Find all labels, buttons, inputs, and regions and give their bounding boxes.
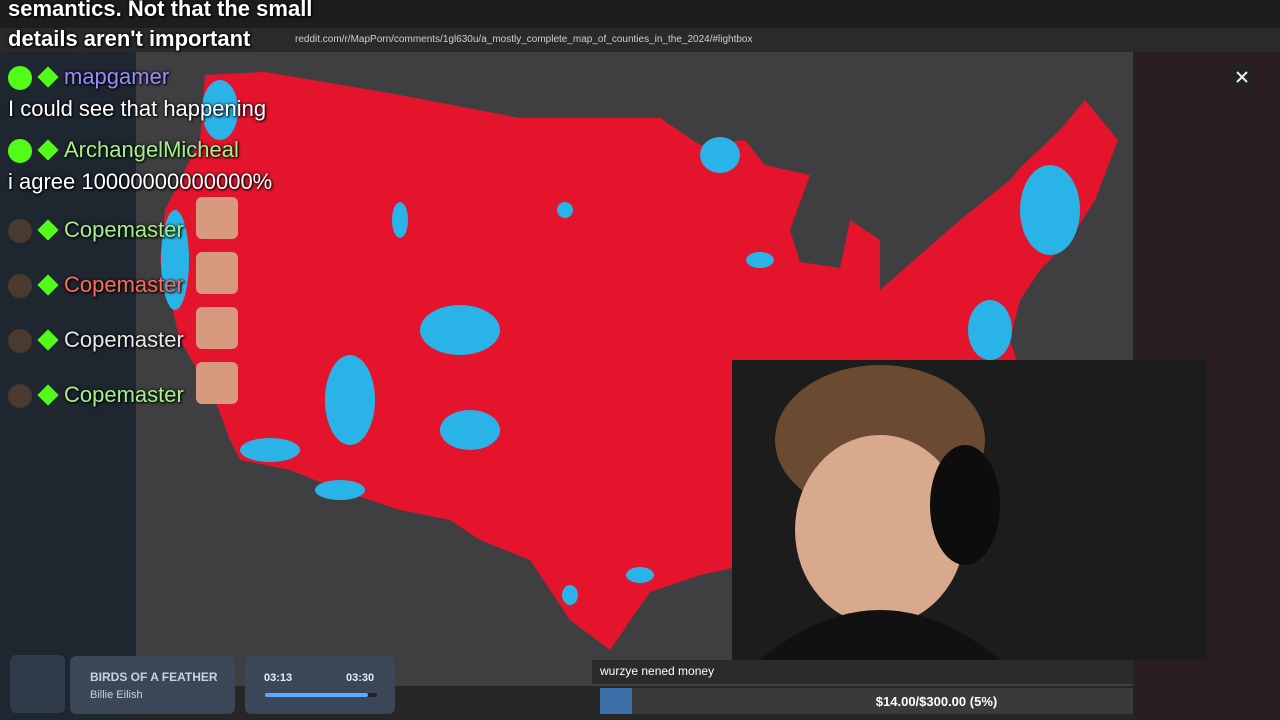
avatar xyxy=(8,274,32,298)
music-widget: BIRDS OF A FEATHER Billie Eilish xyxy=(70,656,235,714)
goal-bar: $14.00/$300.00 (5%) xyxy=(600,688,1133,714)
album-art xyxy=(10,655,65,713)
close-icon xyxy=(1236,71,1248,83)
goal-header: wurzye nened money xyxy=(592,660,1133,684)
caption-line: semantics. Not that the small xyxy=(8,0,313,21)
username: Copemaster xyxy=(64,272,184,297)
emote xyxy=(196,307,238,349)
goal-name: wurzye nened money xyxy=(600,664,715,678)
caption-line: details aren't important xyxy=(8,26,251,51)
emote xyxy=(196,252,238,294)
avatar xyxy=(8,384,32,408)
badge xyxy=(8,66,32,90)
seek-track xyxy=(265,693,377,697)
username: ArchangelMicheal xyxy=(64,137,239,162)
chat-message: I could see that happening xyxy=(8,96,267,121)
username: Copemaster xyxy=(64,327,184,352)
emote xyxy=(196,362,238,404)
caption: semantics. Not that the small details ar… xyxy=(8,0,312,54)
duration: 03:30 xyxy=(346,672,375,684)
elapsed-time: 03:13 xyxy=(264,672,293,684)
badge xyxy=(8,139,32,163)
username: Copemaster xyxy=(64,217,184,242)
song-title: BIRDS OF A FEATHER xyxy=(90,670,218,684)
emote xyxy=(196,197,238,239)
goal-fill xyxy=(600,688,632,714)
avatar xyxy=(8,219,32,243)
username: mapgamer xyxy=(64,64,170,89)
username: Copemaster xyxy=(64,382,184,407)
chat-message: i agree 10000000000000% xyxy=(8,169,273,194)
player: 03:13 03:30 xyxy=(245,656,395,714)
url[interactable]: reddit.com/r/MapPorn/comments/1gl630u/a_… xyxy=(295,34,753,45)
song-artist: Billie Eilish xyxy=(90,689,143,701)
avatar xyxy=(8,329,32,353)
seek-fill xyxy=(265,693,369,697)
address-bar: reddit.com/r/MapPorn/comments/1gl630u/a_… xyxy=(0,28,1280,52)
goal-progress: $14.00/$300.00 (5%) xyxy=(875,694,998,709)
webcam xyxy=(732,360,1207,660)
tab-bar xyxy=(0,0,1280,28)
